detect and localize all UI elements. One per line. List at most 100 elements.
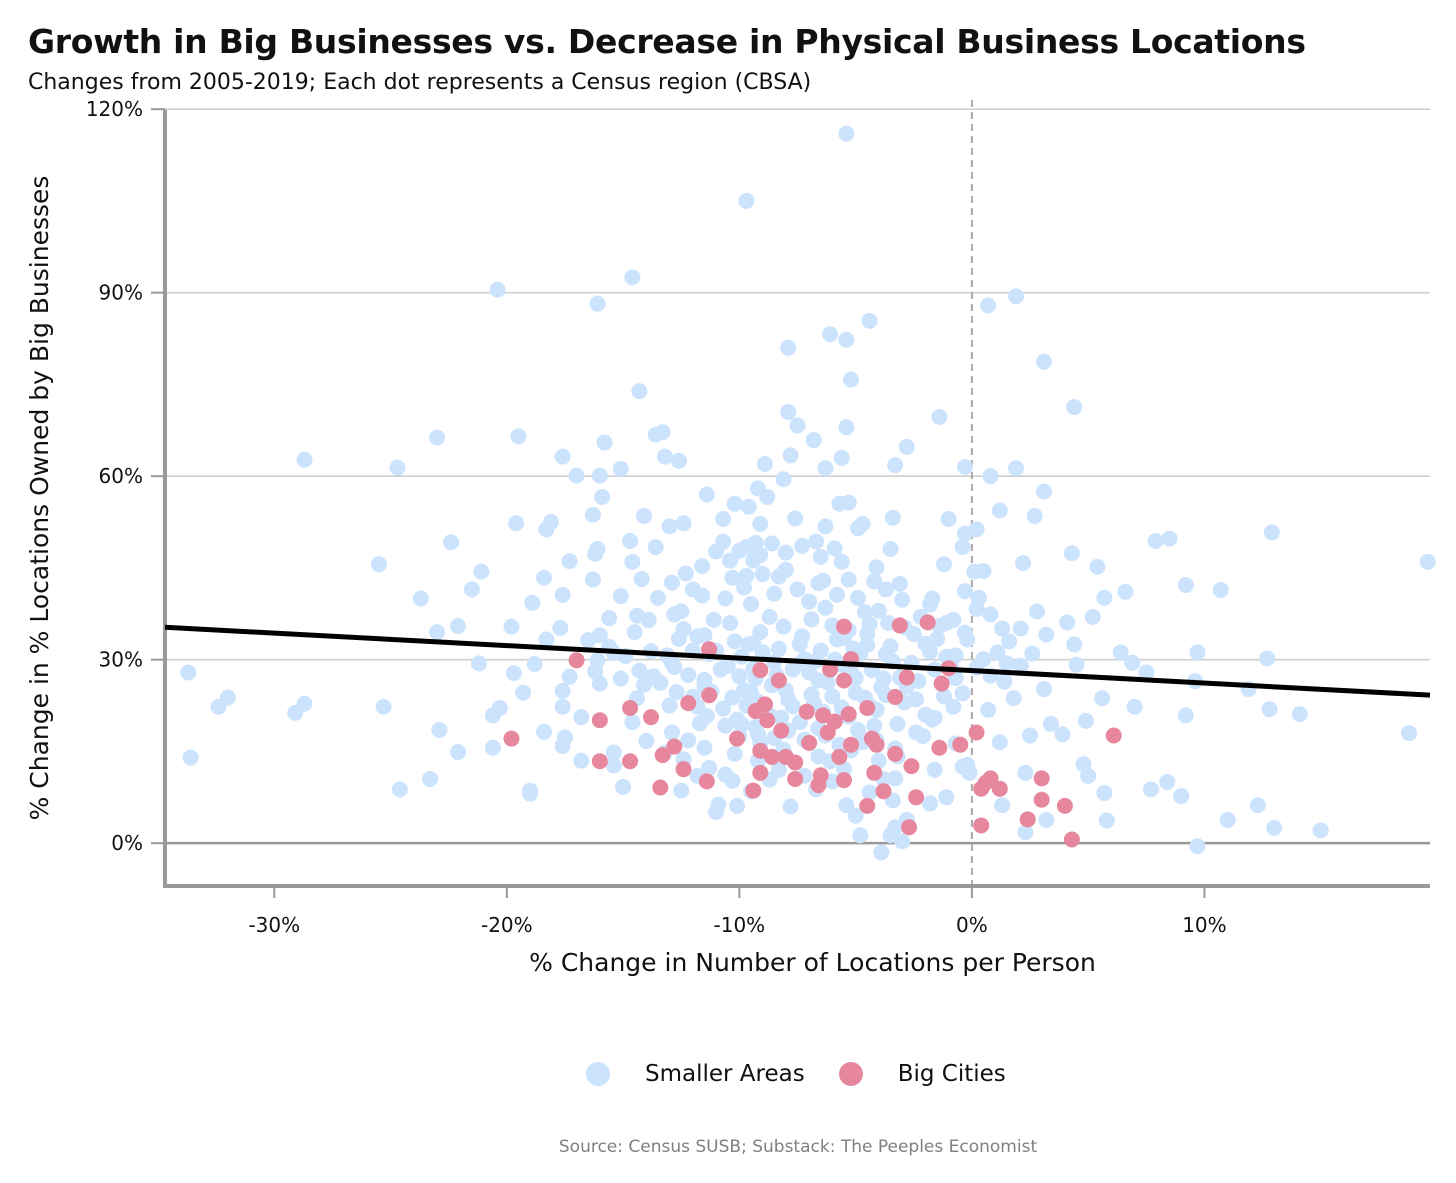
smaller-area-point bbox=[726, 633, 743, 650]
smaller-area-point bbox=[1212, 581, 1229, 598]
smaller-area-point bbox=[580, 632, 597, 649]
smaller-area-point bbox=[861, 312, 878, 329]
smaller-area-point bbox=[1077, 712, 1094, 729]
smaller-area-point bbox=[1066, 636, 1083, 653]
smaller-area-point bbox=[412, 590, 429, 607]
big-city-point bbox=[622, 700, 639, 717]
smaller-area-point bbox=[829, 631, 846, 648]
smaller-area-point bbox=[847, 807, 864, 824]
smaller-area-point bbox=[561, 668, 578, 685]
smaller-area-point bbox=[908, 724, 925, 741]
smaller-area-point bbox=[801, 664, 818, 681]
smaller-area-point bbox=[649, 589, 666, 606]
smaller-area-point bbox=[975, 651, 992, 668]
smaller-area-point bbox=[647, 539, 664, 556]
big-city-point bbox=[752, 764, 769, 781]
smaller-area-point bbox=[926, 761, 943, 778]
chart-title: Growth in Big Businesses vs. Decrease in… bbox=[28, 22, 1306, 61]
smaller-area-point bbox=[561, 553, 578, 570]
smaller-area-point bbox=[891, 575, 908, 592]
smaller-area-point bbox=[831, 736, 848, 753]
smaller-area-point bbox=[873, 844, 890, 861]
smaller-area-point bbox=[1066, 399, 1083, 416]
big-city-point bbox=[591, 753, 608, 770]
x-tick-label: -10% bbox=[714, 913, 766, 937]
big-city-point bbox=[887, 688, 904, 705]
smaller-area-point bbox=[1008, 460, 1025, 477]
smaller-area-point bbox=[822, 326, 839, 343]
smaller-area-point bbox=[945, 611, 962, 628]
smaller-area-point bbox=[1026, 507, 1043, 524]
smaller-area-point bbox=[838, 419, 855, 436]
smaller-area-point bbox=[375, 698, 392, 715]
smaller-area-point bbox=[287, 704, 304, 721]
smaller-area-point bbox=[638, 733, 655, 750]
smaller-area-point bbox=[182, 749, 199, 766]
smaller-area-point bbox=[1012, 657, 1029, 674]
smaller-area-point bbox=[370, 556, 387, 573]
smaller-area-point bbox=[652, 674, 669, 691]
big-city-point bbox=[675, 761, 692, 778]
smaller-area-point bbox=[738, 192, 755, 209]
smaller-area-point bbox=[870, 752, 887, 769]
big-city-point bbox=[903, 758, 920, 775]
smaller-area-point bbox=[1219, 811, 1236, 828]
smaller-area-point bbox=[922, 596, 939, 613]
y-tick-label: 30% bbox=[99, 648, 143, 672]
smaller-area-point bbox=[870, 602, 887, 619]
smaller-area-point bbox=[636, 676, 653, 693]
smaller-area-point bbox=[675, 515, 692, 532]
smaller-area-point bbox=[861, 784, 878, 801]
smaller-area-point bbox=[956, 459, 973, 476]
big-city-point bbox=[826, 713, 843, 730]
smaller-area-point bbox=[956, 525, 973, 542]
smaller-area-point bbox=[589, 652, 606, 669]
smaller-area-point bbox=[656, 448, 673, 465]
big-city-point bbox=[770, 672, 787, 689]
smaller-area-point bbox=[840, 571, 857, 588]
smaller-area-point bbox=[894, 833, 911, 850]
smaller-area-point bbox=[715, 510, 732, 527]
big-city-point bbox=[908, 789, 925, 806]
smaller-area-point bbox=[726, 495, 743, 512]
smaller-area-point bbox=[612, 460, 629, 477]
smaller-area-point bbox=[670, 452, 687, 469]
smaller-area-point bbox=[959, 631, 976, 648]
source-note: Source: Census SUSB; Substack: The Peepl… bbox=[558, 1137, 1038, 1157]
smaller-area-point bbox=[724, 569, 741, 586]
smaller-area-point bbox=[812, 642, 829, 659]
smaller-area-point bbox=[1096, 589, 1113, 606]
smaller-area-point bbox=[782, 798, 799, 815]
smaller-area-point bbox=[803, 611, 820, 628]
big-city-point bbox=[652, 779, 669, 796]
legend-label-big-cities: Big Cities bbox=[897, 1061, 1006, 1087]
smaller-area-point bbox=[905, 625, 922, 642]
big-city-point bbox=[1019, 811, 1036, 828]
big-city-point bbox=[666, 738, 683, 755]
big-city-point bbox=[891, 617, 908, 634]
big-city-point bbox=[919, 614, 936, 631]
smaller-area-point bbox=[647, 426, 664, 443]
smaller-area-point bbox=[666, 659, 683, 676]
smaller-area-point bbox=[484, 739, 501, 756]
smaller-area-point bbox=[1054, 726, 1071, 743]
smaller-area-point bbox=[838, 125, 855, 142]
y-tick-label: 90% bbox=[99, 281, 143, 305]
legend-marker-smaller-areas bbox=[586, 1062, 610, 1086]
y-tick-label: 0% bbox=[111, 831, 143, 855]
smaller-area-point bbox=[1029, 603, 1046, 620]
smaller-area-point bbox=[1117, 583, 1134, 600]
smaller-area-point bbox=[1035, 353, 1052, 370]
big-city-point bbox=[773, 722, 790, 739]
smaller-area-point bbox=[782, 447, 799, 464]
smaller-area-point bbox=[691, 715, 708, 732]
smaller-area-point bbox=[994, 620, 1011, 637]
smaller-area-point bbox=[819, 674, 836, 691]
smaller-area-point bbox=[817, 518, 834, 535]
legend-label-smaller-areas: Smaller Areas bbox=[645, 1061, 805, 1087]
smaller-area-point bbox=[1017, 764, 1034, 781]
smaller-area-point bbox=[624, 714, 641, 731]
smaller-area-point bbox=[817, 460, 834, 477]
smaller-area-point bbox=[449, 744, 466, 761]
big-city-point bbox=[836, 618, 853, 635]
